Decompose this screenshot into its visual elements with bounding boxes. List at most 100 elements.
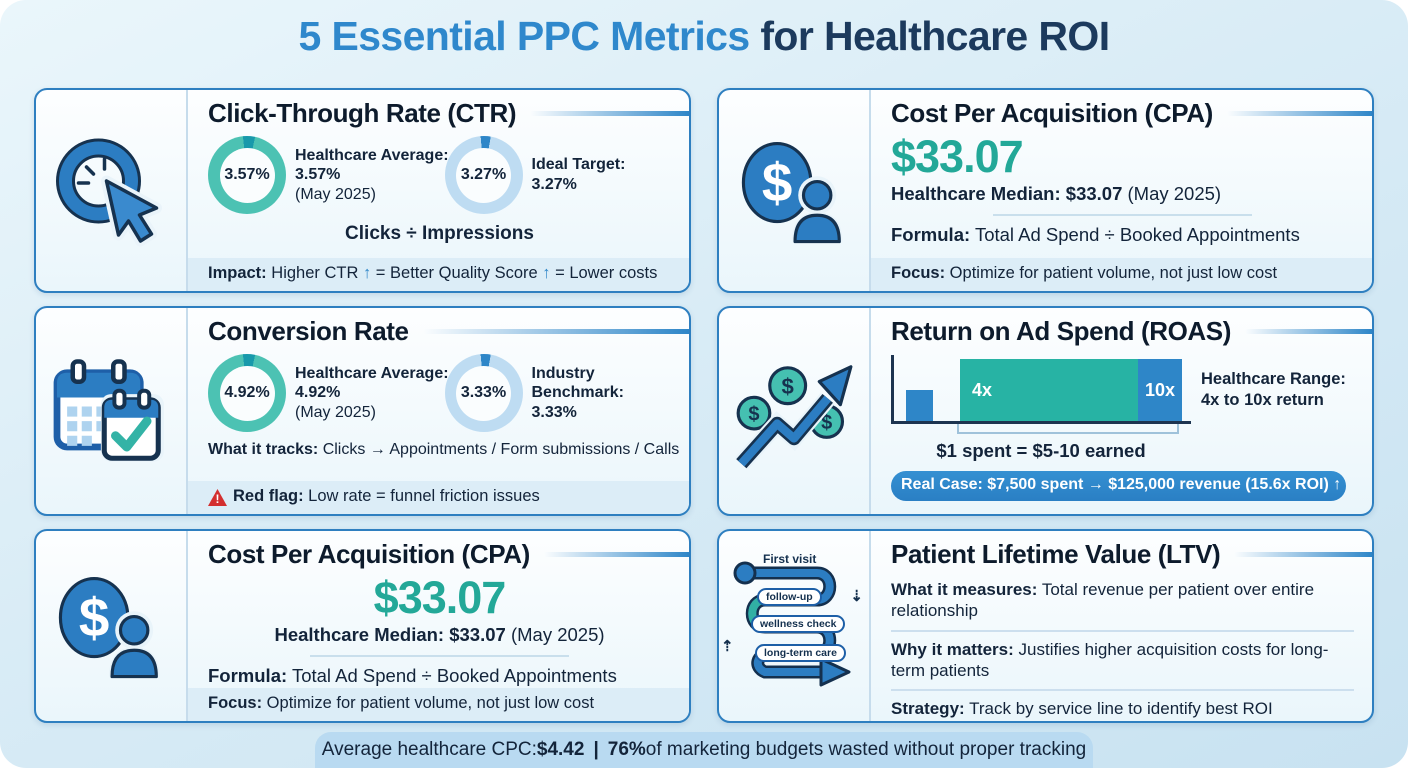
roas-chart-axes: 4x 10x bbox=[891, 355, 1191, 424]
svg-text:$: $ bbox=[762, 151, 792, 213]
ctr-card-title: Click-Through Rate (CTR) bbox=[208, 98, 517, 128]
ctr-icon-column bbox=[36, 90, 186, 291]
page-title: 5 Essential PPC Metrics for Healthcare R… bbox=[0, 0, 1408, 60]
footer-text-1: Average healthcare CPC: bbox=[321, 739, 537, 760]
title-underline-swoosh bbox=[543, 552, 689, 557]
cpa-top-card-title: Cost Per Acquisition (CPA) bbox=[891, 98, 1213, 128]
impact-label: Impact: bbox=[208, 264, 267, 282]
impact-part2: = Better Quality Score bbox=[371, 264, 543, 282]
redflag-text: Low rate = funnel friction issues bbox=[303, 487, 540, 505]
conversion-average-pair: 4.92% Healthcare Average: 4.92% (May 202… bbox=[208, 354, 449, 432]
cpa-bottom-big-value: $33.07 bbox=[373, 572, 507, 623]
conversion-average-donut-chart: 4.92% bbox=[208, 354, 286, 432]
conversion-average-donut-value: 4.92% bbox=[219, 365, 275, 421]
ctr-target-label-value: 3.27% bbox=[531, 176, 577, 193]
title-underline-swoosh bbox=[1226, 111, 1372, 116]
ctr-average-pair: 3.57% Healthcare Average: 3.57% (May 202… bbox=[208, 136, 449, 214]
ltv-icon-column: First visit follow-up wellness check lon… bbox=[719, 531, 869, 721]
cpa-top-big-value: $33.07 bbox=[891, 131, 1024, 182]
focus-text: Optimize for patient volume, not just lo… bbox=[262, 694, 595, 712]
ctr-target-donut-value: 3.27% bbox=[456, 147, 511, 203]
footer-wasted-percent: 76% bbox=[607, 739, 646, 760]
cpa-bottom-median-line: Healthcare Median: $33.07 (May 2025) bbox=[208, 624, 671, 646]
footer-separator: | bbox=[593, 739, 599, 760]
ctr-average-label-line1: Healthcare Average: bbox=[295, 146, 449, 164]
ltv-content: Patient Lifetime Value (LTV) What it mea… bbox=[871, 531, 1372, 721]
title-underline-swoosh bbox=[1234, 552, 1372, 557]
conversion-benchmark-donut-chart: 3.33% bbox=[444, 354, 523, 432]
patient-journey-icon: First visit follow-up wellness check lon… bbox=[719, 551, 869, 701]
roas-bar-low-segment: 4x bbox=[960, 359, 1138, 421]
roas-content: Return on Ad Spend (ROAS) 4x 10x bbox=[871, 308, 1372, 514]
warning-icon: ! bbox=[208, 489, 227, 506]
card-ctr: Click-Through Rate (CTR) 3.57% Healthcar… bbox=[34, 88, 691, 293]
ctr-average-donut-chart: 3.57% bbox=[208, 136, 286, 214]
svg-text:$: $ bbox=[782, 374, 794, 399]
cpa-bottom-content: Cost Per Acquisition (CPA) $33.07 Health… bbox=[188, 531, 689, 721]
ctr-target-pair: 3.27% Ideal Target: 3.27% bbox=[444, 136, 672, 214]
journey-step-long-term-care: long-term care bbox=[755, 644, 846, 662]
ctr-content: Click-Through Rate (CTR) 3.57% Healthcar… bbox=[188, 90, 689, 291]
roas-earned-line: $1 spent = $5-10 earned bbox=[936, 440, 1146, 461]
roas-bracket bbox=[957, 424, 1179, 434]
ltv-strategy-row: Strategy: Track by service line to ident… bbox=[891, 691, 1354, 721]
title-underline-swoosh bbox=[422, 329, 689, 334]
svg-text:$: $ bbox=[821, 412, 832, 434]
conversion-content: Conversion Rate 4.92% Healthcare Average… bbox=[188, 308, 689, 514]
cpa-bottom-focus-band: Focus: Optimize for patient volume, not … bbox=[188, 688, 689, 721]
journey-step-wellness-check: wellness check bbox=[751, 615, 846, 633]
card-cpa-bottom: $ Cost Per Acquisition (CPA) $33.07 Heal… bbox=[34, 529, 691, 723]
ctr-average-label: Healthcare Average: 3.57% (May 2025) bbox=[295, 146, 449, 205]
ltv-measures-text: Total revenue per patient over entire re… bbox=[891, 580, 1315, 621]
roas-bar-high-segment: 10x bbox=[1138, 359, 1182, 421]
ctr-donut-row: 3.57% Healthcare Average: 3.57% (May 202… bbox=[208, 136, 671, 214]
range-label-line1: Healthcare Range: bbox=[1201, 370, 1346, 388]
ctr-average-donut-value: 3.57% bbox=[219, 147, 275, 203]
roas-range-label: Healthcare Range: 4x to 10x return bbox=[1201, 369, 1354, 412]
conversion-tracks-line: What it tracks: Clicks → Appointments / … bbox=[208, 441, 679, 459]
title-underline-swoosh bbox=[1245, 329, 1372, 334]
roas-small-bar bbox=[906, 390, 933, 421]
impact-part3: = Lower costs bbox=[550, 264, 658, 282]
conversion-redflag-band: ! Red flag: Low rate = funnel friction is… bbox=[188, 481, 689, 514]
card-divider bbox=[869, 308, 871, 514]
svg-text:$: $ bbox=[748, 403, 759, 425]
conversion-benchmark-label: Industry Benchmark: 3.33% bbox=[532, 364, 647, 423]
conversion-benchmark-label-line1: Industry Benchmark: bbox=[531, 364, 624, 402]
card-conversion: Conversion Rate 4.92% Healthcare Average… bbox=[34, 306, 691, 516]
median-note: (May 2025) bbox=[505, 624, 605, 646]
ltv-card-title: Patient Lifetime Value (LTV) bbox=[891, 539, 1221, 569]
title-underline-swoosh bbox=[530, 111, 689, 116]
thin-divider bbox=[309, 655, 570, 658]
card-divider bbox=[186, 531, 188, 721]
dollar-person-icon: $ bbox=[58, 577, 160, 679]
focus-label: Focus: bbox=[891, 264, 946, 282]
card-divider bbox=[186, 90, 188, 291]
roas-real-case-pill: Real Case: $7,500 spent → $125,000 reven… bbox=[891, 471, 1346, 501]
roas-chart-area: 4x 10x $1 spent = $5-10 earned Healthcar… bbox=[891, 355, 1354, 462]
tracks-text: Clicks → Appointments / Form submissions… bbox=[318, 441, 680, 458]
cards-grid: Click-Through Rate (CTR) 3.57% Healthcar… bbox=[34, 88, 1374, 723]
dollar-person-icon: $ bbox=[741, 141, 843, 243]
cpa-top-content: Cost Per Acquisition (CPA) $33.07 Health… bbox=[871, 90, 1372, 291]
calendar-check-icon bbox=[53, 359, 164, 462]
footer-cpc-value: $4.42 bbox=[536, 739, 585, 760]
conversion-benchmark-pair: 3.33% Industry Benchmark: 3.33% bbox=[444, 354, 672, 432]
formula-label: Formula: bbox=[208, 665, 288, 687]
median-note: (May 2025) bbox=[1122, 183, 1222, 205]
journey-step-follow-up: follow-up bbox=[757, 588, 822, 606]
focus-text: Optimize for patient volume, not just lo… bbox=[945, 264, 1278, 282]
redflag-label: Red flag: bbox=[233, 487, 304, 505]
click-cursor-icon bbox=[56, 138, 162, 246]
median-label: Healthcare Median: $33.07 bbox=[891, 183, 1123, 205]
conversion-average-label: Healthcare Average: 4.92% (May 2025) bbox=[295, 364, 449, 423]
card-divider bbox=[869, 531, 871, 721]
ltv-matters-label: Why it matters: bbox=[891, 639, 1014, 659]
card-roas: $ $ $ Return on Ad Spend (ROAS) bbox=[717, 306, 1374, 516]
thin-divider bbox=[992, 214, 1253, 217]
cpa-icon-column: $ bbox=[719, 90, 869, 291]
card-cpa-top: $ Cost Per Acquisition (CPA) $33.07 Heal… bbox=[717, 88, 1374, 293]
focus-label: Focus: bbox=[208, 694, 263, 712]
dotted-arrow-down-icon: ⇣ bbox=[850, 588, 863, 605]
